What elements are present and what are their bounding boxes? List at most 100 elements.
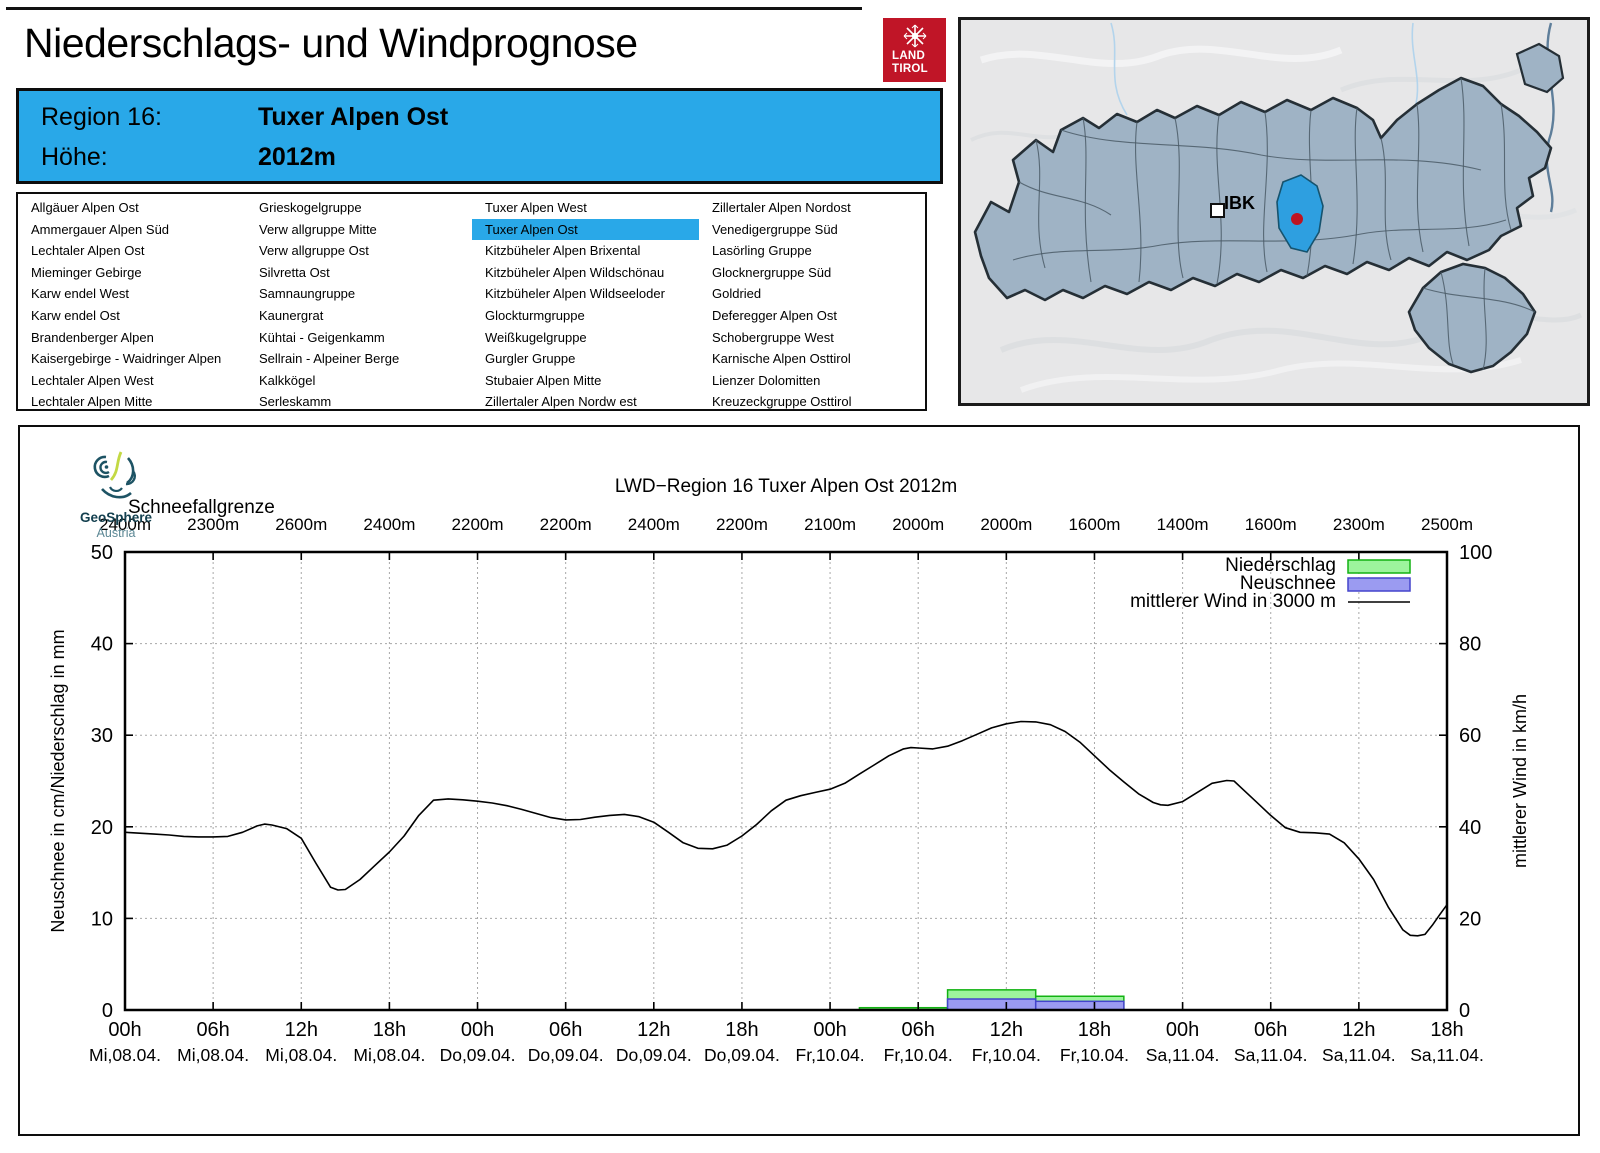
region-list-item[interactable]: Lechtaler Alpen West xyxy=(31,372,154,388)
region-list-item[interactable]: Lasörling Gruppe xyxy=(712,243,812,259)
left-axis-title: Neuschnee in cm/Niederschlag in mm xyxy=(48,629,68,932)
land-tirol-logo: LAND TIROL xyxy=(883,18,946,82)
altitude-label: Höhe: xyxy=(41,143,108,171)
region-list-item[interactable]: Kitzbüheler Alpen Brixental xyxy=(485,243,641,259)
tyrol-map-svg: IBK xyxy=(961,20,1587,403)
snowline-value: 2200m xyxy=(452,515,504,534)
region-selector-list: Allgäuer Alpen Ost Ammergauer Alpen Süd Le… xyxy=(16,192,927,411)
left-axis-tick-label: 30 xyxy=(91,725,113,747)
snowline-value: 2000m xyxy=(892,515,944,534)
weather-chart-svg: LWD−Region 16 Tuxer Alpen Ost 2012m Schne… xyxy=(48,476,1530,1065)
logo-text-land: LAND xyxy=(892,50,926,62)
forecast-chart-panel: GeoSphere Austria LWD−Region 16 Tuxer Al… xyxy=(18,425,1580,1136)
region-list-item[interactable]: Sellrain - Alpeiner Berge xyxy=(259,351,400,367)
region-list-item[interactable]: Gurgler Gruppe xyxy=(485,351,576,367)
region-list-item[interactable]: Kühtai - Geigenkamm xyxy=(259,329,385,345)
left-axis-tick-label: 10 xyxy=(91,908,113,930)
snowline-value: 2400m xyxy=(99,515,151,534)
region-list-item[interactable]: Lechtaler Alpen Mitte xyxy=(31,394,153,410)
legend-swatch-neuschnee xyxy=(1347,577,1411,592)
right-axis-tick-label: 40 xyxy=(1459,817,1481,839)
right-axis-tick-label: 80 xyxy=(1459,634,1481,656)
region-list-item[interactable]: Kitzbüheler Alpen Wildschönau xyxy=(485,264,665,280)
region-list-item[interactable]: Zillertaler Alpen Nordost xyxy=(712,200,851,215)
x-day-label: Mi,08.04. xyxy=(265,1045,337,1065)
tirol-eagle-icon xyxy=(902,23,928,54)
region-list-item[interactable]: Tuxer Alpen Ost xyxy=(472,218,699,241)
geosphere-country: Austria xyxy=(96,526,136,540)
snowline-value: 2100m xyxy=(804,515,856,534)
x-hour-label: 18h xyxy=(373,1019,406,1041)
x-day-label: Sa,11.04. xyxy=(1234,1045,1308,1065)
region-list-item[interactable]: Lechtaler Alpen Ost xyxy=(31,243,145,259)
region-list-item[interactable]: Karw endel West xyxy=(31,286,130,302)
region-list-item[interactable]: Karw endel Ost xyxy=(31,307,120,323)
region-list-item[interactable]: Verw allgruppe Ost xyxy=(259,243,369,259)
neuschnee-bar xyxy=(1034,1000,1125,1011)
x-day-label: Do,09.04. xyxy=(528,1045,604,1065)
region-list-item[interactable]: Venedigergruppe Süd xyxy=(712,221,838,237)
region-list-item[interactable]: Silvretta Ost xyxy=(259,264,330,280)
region-list-item[interactable]: Samnaungruppe xyxy=(259,286,356,302)
snowline-value: 1600m xyxy=(1245,515,1297,534)
station-marker-dot xyxy=(1291,213,1303,225)
x-hour-label: 06h xyxy=(196,1019,229,1041)
x-day-label: Sa,11.04. xyxy=(1322,1045,1396,1065)
geosphere-name: GeoSphere xyxy=(79,510,153,525)
page-title: Niederschlags- und Windprognose xyxy=(24,20,638,66)
snowline-value: 2600m xyxy=(275,515,327,534)
region-list-item[interactable]: Karnische Alpen Osttirol xyxy=(712,351,851,367)
x-day-label: Mi,08.04. xyxy=(177,1045,249,1065)
x-day-label: Mi,08.04. xyxy=(353,1045,425,1065)
x-hour-label: 12h xyxy=(637,1019,670,1041)
x-hour-label: 12h xyxy=(990,1019,1023,1041)
region-list-item[interactable]: Stubaier Alpen Mitte xyxy=(485,372,602,388)
x-day-label: Sa,11.04. xyxy=(1146,1045,1220,1065)
region-list-item[interactable]: Brandenberger Alpen xyxy=(31,329,154,345)
region-label: Region 16: xyxy=(41,103,162,131)
x-hour-label: 12h xyxy=(1342,1019,1375,1041)
region-list-item[interactable]: Kitzbüheler Alpen Wildseeloder xyxy=(485,286,665,302)
highlighted-region-tuxer-alpen-ost[interactable] xyxy=(1276,174,1324,253)
logo-text-tirol: TIROL xyxy=(892,63,928,75)
snowline-value: 2400m xyxy=(363,515,415,534)
x-hour-label: 06h xyxy=(549,1019,582,1041)
ibk-city-label: IBK xyxy=(1224,193,1255,213)
x-hour-label: 00h xyxy=(813,1019,846,1041)
x-day-label: Fr,10.04. xyxy=(884,1045,953,1065)
region-list-item[interactable]: Kaisergebirge - Waidringer Alpen xyxy=(31,351,222,367)
region-list-item[interactable]: Goldried xyxy=(712,286,762,302)
neuschnee-bar xyxy=(946,998,1037,1011)
left-axis-tick-label: 50 xyxy=(91,542,113,564)
region-list-item[interactable]: Serleskamm xyxy=(259,394,332,410)
region-list-item[interactable]: Glocknergruppe Süd xyxy=(712,264,832,280)
region-header: Region 16: Tuxer Alpen Ost Höhe: 2012m xyxy=(16,88,943,184)
region-list-item[interactable]: Verw allgruppe Mitte xyxy=(259,221,377,237)
region-list-item[interactable]: Tuxer Alpen West xyxy=(485,200,587,215)
region-list-item[interactable]: Lienzer Dolomitten xyxy=(712,372,821,388)
snowline-value: 2300m xyxy=(1333,515,1385,534)
region-list-item[interactable]: Deferegger Alpen Ost xyxy=(712,307,838,323)
region-list-item[interactable]: Grieskogelgruppe xyxy=(259,200,362,215)
region-list-item[interactable]: Kalkkögel xyxy=(259,372,316,388)
snowline-value: 1400m xyxy=(1157,515,1209,534)
x-hour-label: 06h xyxy=(1254,1019,1287,1041)
region-list-item[interactable]: Weißkugelgruppe xyxy=(485,329,587,345)
region-list-item[interactable]: Mieminger Gebirge xyxy=(31,264,142,280)
region-list-item[interactable]: Kaunergrat xyxy=(259,307,324,323)
region-list-item[interactable]: Glockturmgruppe xyxy=(485,307,585,323)
x-day-label: Sa,11.04. xyxy=(1410,1045,1484,1065)
left-axis-tick-label: 40 xyxy=(91,634,113,656)
right-axis-tick-label: 60 xyxy=(1459,725,1481,747)
right-axis-tick-label: 0 xyxy=(1459,1000,1470,1022)
region-list-item[interactable]: Allgäuer Alpen Ost xyxy=(31,200,139,215)
x-day-label: Do,09.04. xyxy=(440,1045,516,1065)
x-hour-label: 12h xyxy=(285,1019,318,1041)
x-hour-label: 00h xyxy=(461,1019,494,1041)
region-list-item[interactable]: Ammergauer Alpen Süd xyxy=(31,221,170,237)
region-list-item[interactable]: Kreuzeckgruppe Osttirol xyxy=(712,394,852,410)
geosphere-logo: GeoSphere Austria xyxy=(56,449,176,540)
region-list-item[interactable]: Zillertaler Alpen Nordw est xyxy=(485,394,637,410)
region-list-item[interactable]: Schobergruppe West xyxy=(712,329,834,345)
